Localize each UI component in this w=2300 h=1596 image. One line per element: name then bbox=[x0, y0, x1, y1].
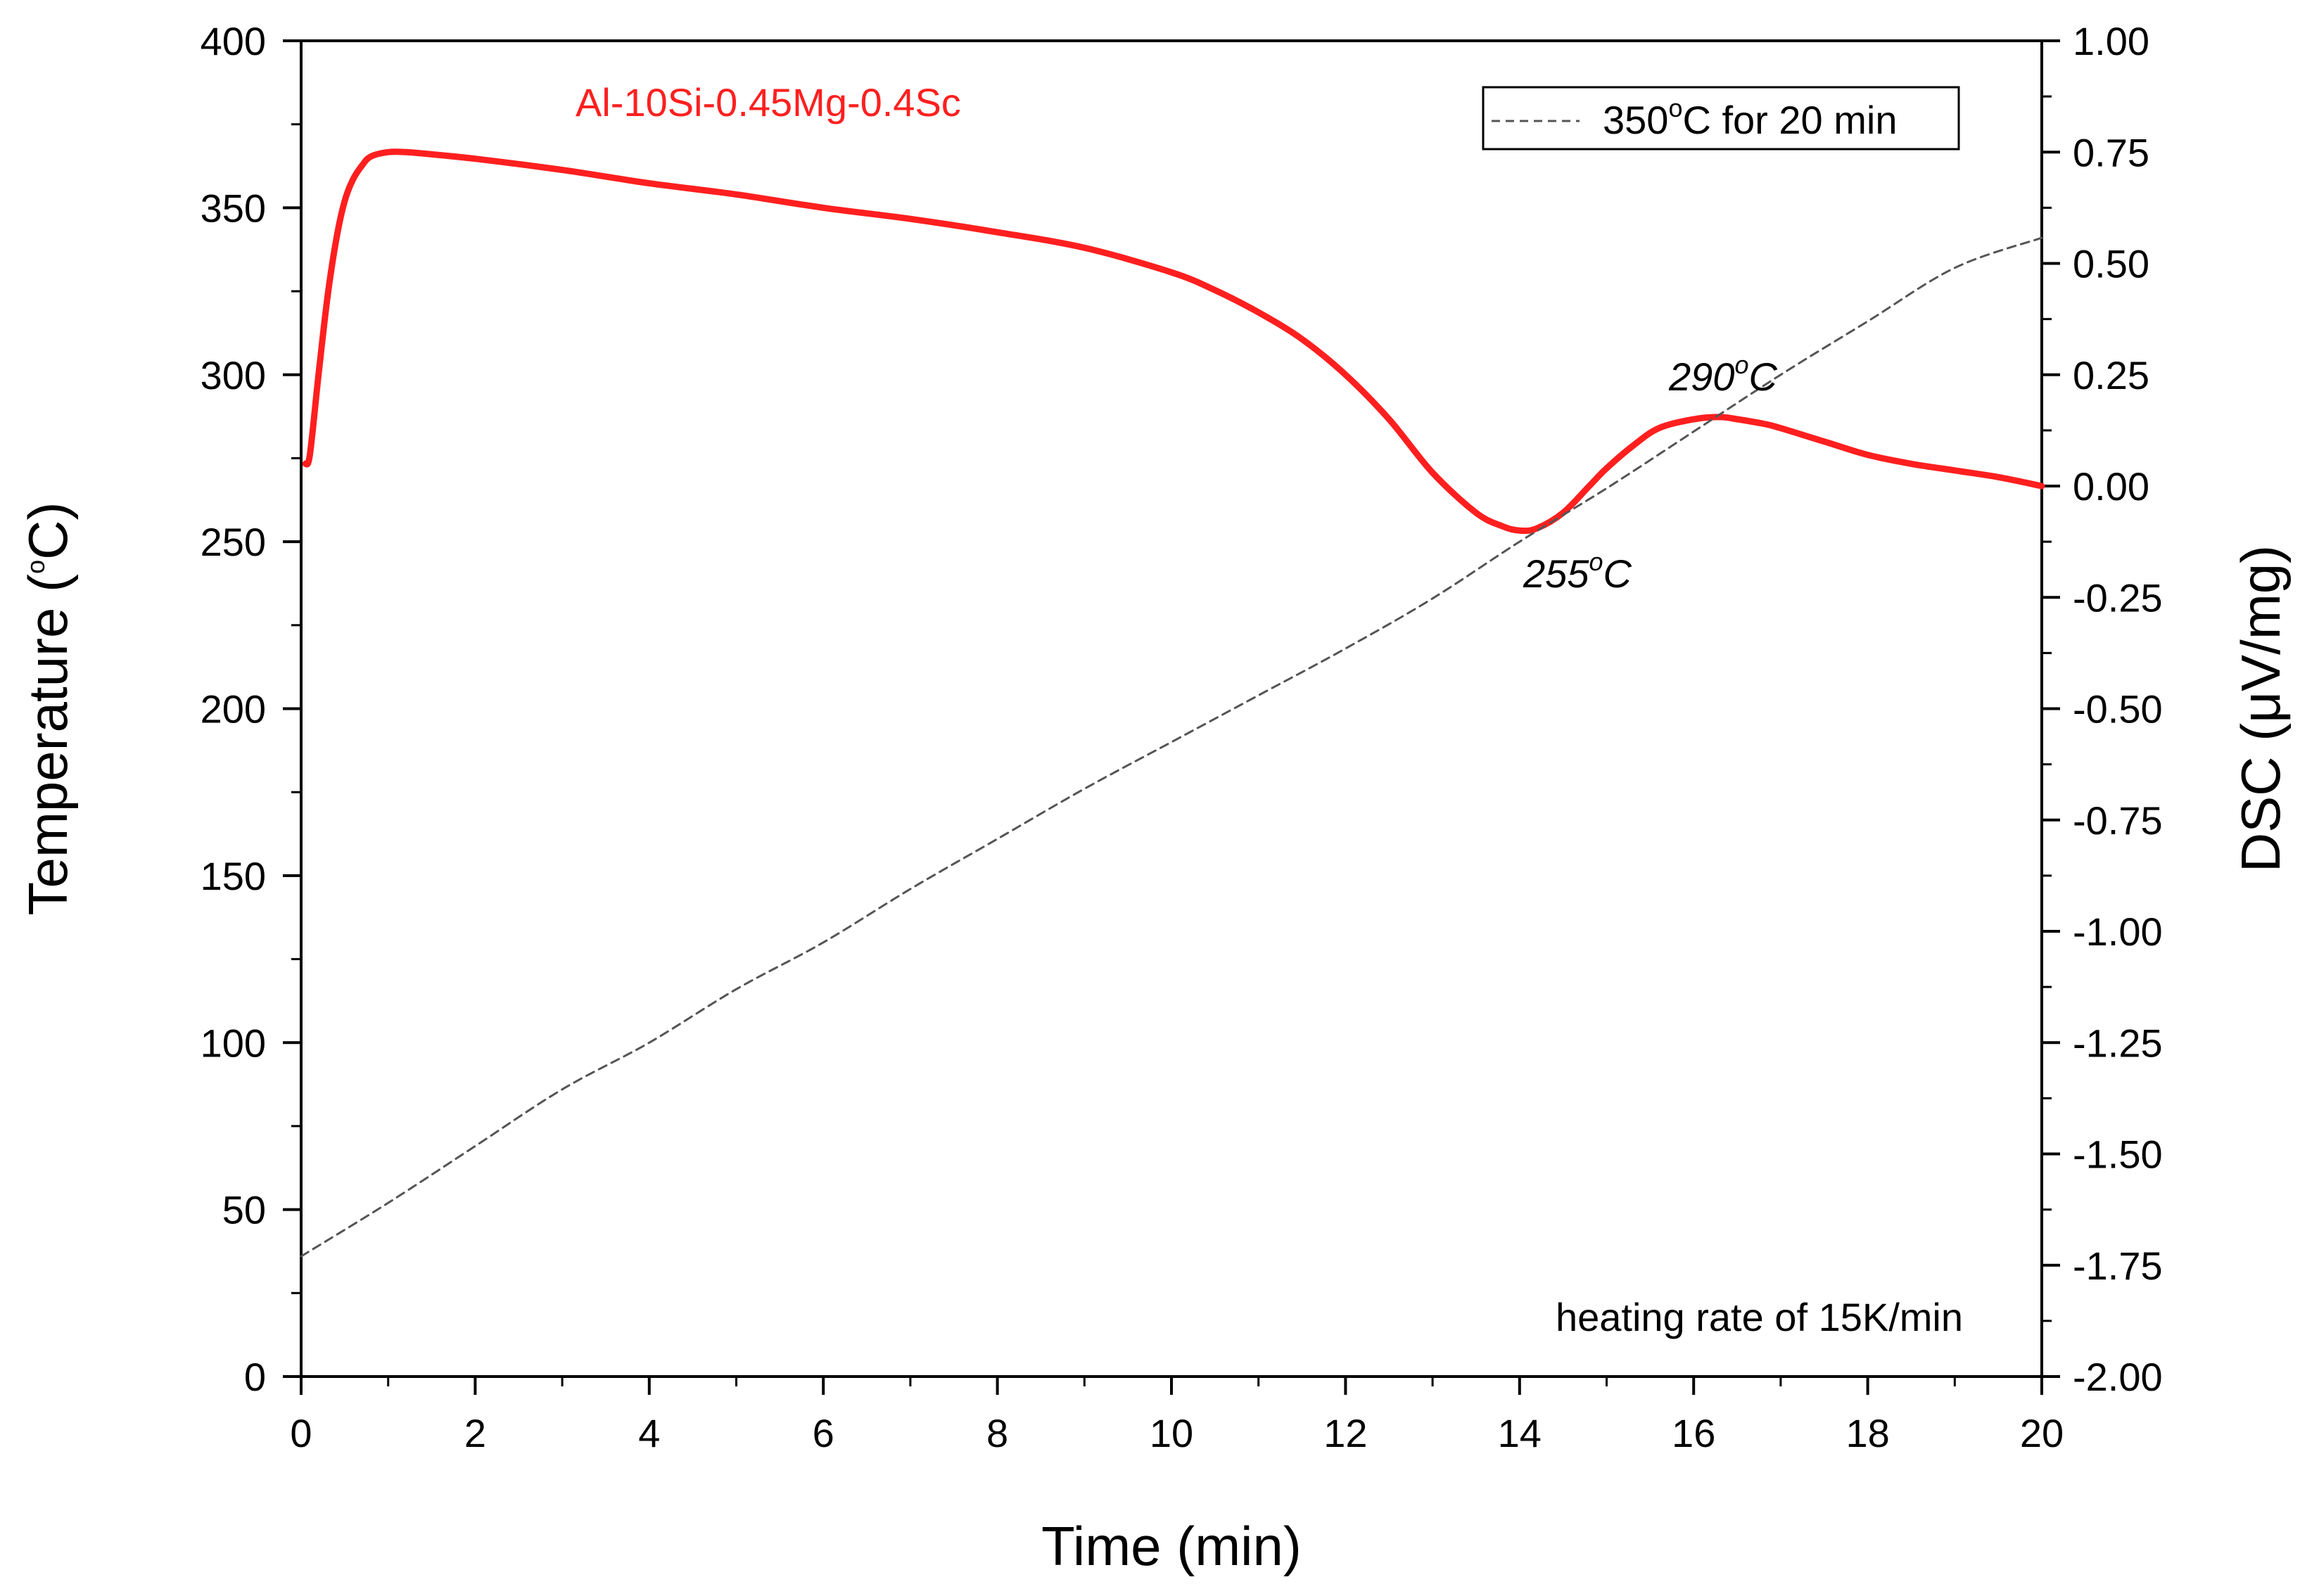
y-left-title-prefix: Temperature ( bbox=[17, 574, 79, 916]
y-left-axis-title: Temperature (oC) bbox=[17, 502, 79, 916]
x-axis-title: Time (min) bbox=[1041, 1515, 1302, 1577]
x-tick-label: 4 bbox=[638, 1411, 660, 1455]
y-left-tick-label: 350 bbox=[201, 186, 266, 230]
temperature-series-line bbox=[300, 236, 2043, 1258]
y-right-tick-label: 1.00 bbox=[2073, 19, 2149, 63]
y-left-tick-label: 400 bbox=[201, 19, 266, 63]
annotation-min-sup: o bbox=[1589, 547, 1603, 576]
y-right-tick-label: -0.25 bbox=[2073, 575, 2163, 620]
x-tick-label: 10 bbox=[1150, 1411, 1193, 1455]
y-left-tick-label: 200 bbox=[201, 687, 266, 732]
annotation-min-prefix: 255 bbox=[1523, 551, 1589, 596]
y-right-tick-label: -1.75 bbox=[2073, 1244, 2163, 1288]
y-right-tick-label: 0.50 bbox=[2073, 242, 2149, 286]
legend-label: 350oC for 20 min bbox=[1603, 94, 1897, 142]
x-tick-label: 20 bbox=[2020, 1411, 2064, 1455]
annotation-max-sup: o bbox=[1734, 350, 1748, 379]
y-left-tick-label: 50 bbox=[222, 1188, 266, 1232]
y-right-tick-label: -1.25 bbox=[2073, 1021, 2163, 1065]
series-label-alloy: Al-10Si-0.45Mg-0.4Sc bbox=[576, 80, 961, 125]
x-axis-ticks: 0 2 4 6 8 10 12 14 16 18 20 bbox=[290, 1377, 2064, 1455]
y-left-tick-label: 300 bbox=[201, 353, 266, 397]
x-tick-label: 6 bbox=[813, 1411, 834, 1455]
legend-box bbox=[1482, 86, 1960, 151]
annotation-min-suffix: C bbox=[1603, 551, 1632, 596]
x-tick-label: 14 bbox=[1498, 1411, 1542, 1455]
x-tick-label: 16 bbox=[1672, 1411, 1715, 1455]
heating-rate-note: heating rate of 15K/min bbox=[1556, 1295, 1963, 1339]
annotation-max-prefix: 290 bbox=[1668, 355, 1734, 399]
annotation-max-peak: 290oC bbox=[1668, 350, 1777, 399]
y-left-title-suffix: C) bbox=[17, 502, 79, 560]
series-layer bbox=[300, 148, 2045, 1258]
y-left-axis-ticks: 0 50 100 150 200 250 300 350 400 bbox=[201, 19, 301, 1399]
y-right-tick-label: -0.50 bbox=[2073, 687, 2163, 732]
y-left-tick-label: 0 bbox=[244, 1355, 266, 1399]
y-right-tick-label: 0.00 bbox=[2073, 464, 2149, 509]
x-tick-label: 18 bbox=[1845, 1411, 1889, 1455]
y-right-tick-label: -2.00 bbox=[2073, 1355, 2163, 1399]
y-right-tick-label: -1.50 bbox=[2073, 1132, 2163, 1177]
annotation-max-suffix: C bbox=[1748, 355, 1777, 399]
y-right-axis-ticks: -2.00 -1.75 -1.50 -1.25 -1.00 -0.75 -0.50 -0.25… bbox=[2042, 19, 2163, 1399]
x-tick-label: 2 bbox=[464, 1411, 486, 1455]
legend-label-sup: o bbox=[1668, 94, 1682, 122]
legend-label-suffix: C for 20 min bbox=[1682, 98, 1897, 142]
y-left-title-sup: o bbox=[21, 560, 50, 574]
legend: 350oC for 20 min bbox=[1482, 86, 1960, 151]
x-tick-label: 0 bbox=[290, 1411, 312, 1455]
x-tick-label: 12 bbox=[1323, 1411, 1367, 1455]
y-right-tick-label: 0.75 bbox=[2073, 130, 2149, 174]
plot-border bbox=[300, 39, 2043, 1378]
x-tick-label: 8 bbox=[986, 1411, 1008, 1455]
annotation-min-peak: 255oC bbox=[1523, 547, 1632, 596]
legend-label-prefix: 350 bbox=[1603, 98, 1668, 142]
y-right-axis-title: DSC (μV/mg) bbox=[2230, 545, 2292, 872]
y-left-tick-label: 100 bbox=[201, 1021, 266, 1065]
dsc-series-line bbox=[302, 148, 2045, 535]
y-right-tick-label: -0.75 bbox=[2073, 798, 2163, 843]
y-right-tick-label: -1.00 bbox=[2073, 909, 2163, 954]
y-left-tick-label: 150 bbox=[201, 854, 266, 898]
y-right-tick-label: 0.25 bbox=[2073, 353, 2149, 397]
plot-frame bbox=[300, 39, 2043, 1378]
y-left-tick-label: 250 bbox=[201, 520, 266, 564]
